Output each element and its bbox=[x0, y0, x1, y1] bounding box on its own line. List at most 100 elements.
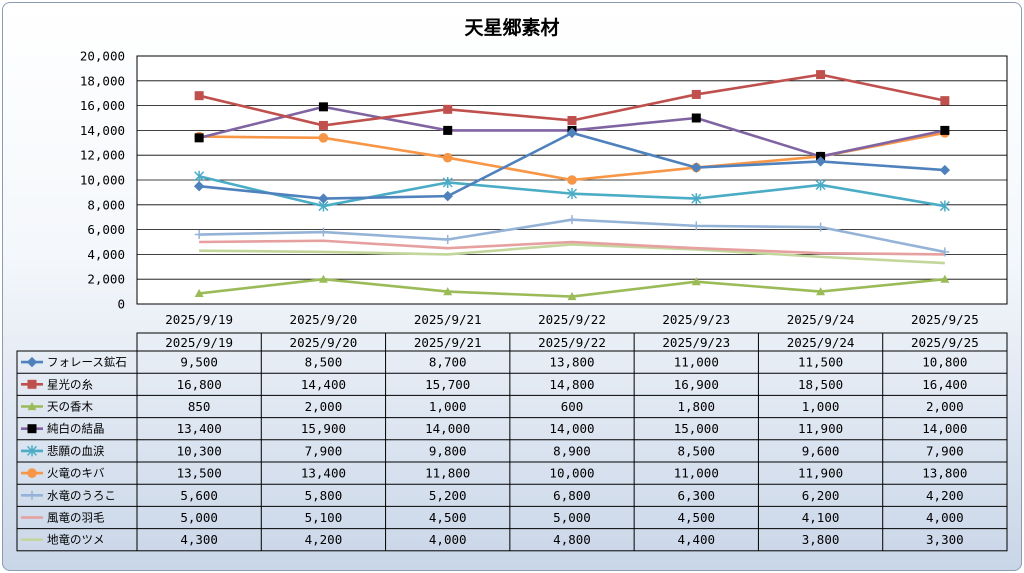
legend-label: 風竜の羽毛 bbox=[47, 511, 105, 525]
legend-key bbox=[21, 490, 43, 500]
marker-diamond bbox=[566, 127, 578, 139]
table-cell: 4,500 bbox=[677, 510, 715, 525]
table-cell: 11,800 bbox=[425, 466, 470, 481]
table-header-cell: 2025/9/25 bbox=[911, 335, 979, 350]
table-cell: 13,400 bbox=[177, 421, 222, 436]
x-tick-label: 2025/9/20 bbox=[290, 312, 358, 327]
table-cell: 8,900 bbox=[553, 443, 591, 458]
table-cell: 1,000 bbox=[802, 399, 840, 414]
table-cell: 13,400 bbox=[301, 466, 346, 481]
table-cell: 14,000 bbox=[425, 421, 470, 436]
marker-square bbox=[691, 113, 701, 123]
marker-diamond bbox=[193, 180, 205, 192]
legend-label: 天の香木 bbox=[47, 400, 93, 414]
legend-label: 地竜のツメ bbox=[47, 533, 105, 547]
marker-square bbox=[443, 104, 453, 114]
x-tick-label: 2025/9/22 bbox=[538, 312, 606, 327]
marker-circle bbox=[318, 133, 329, 143]
marker-square bbox=[27, 424, 37, 434]
table-cell: 6,800 bbox=[553, 488, 591, 503]
marker-star bbox=[26, 445, 38, 457]
marker-square bbox=[567, 115, 577, 125]
marker-plus bbox=[691, 221, 701, 231]
marker-plus bbox=[443, 235, 453, 245]
table-cell: 16,900 bbox=[674, 377, 719, 392]
marker-triangle bbox=[567, 292, 577, 301]
marker-diamond bbox=[939, 164, 951, 176]
x-tick-label: 2025/9/25 bbox=[911, 312, 979, 327]
series-5 bbox=[194, 170, 950, 212]
marker-star bbox=[566, 188, 578, 200]
table-cell: 4,200 bbox=[305, 532, 343, 547]
series-2 bbox=[194, 70, 950, 130]
y-tick-label: 8,000 bbox=[87, 197, 125, 212]
marker-triangle bbox=[816, 287, 826, 296]
marker-diamond bbox=[815, 156, 826, 167]
marker-plus bbox=[567, 215, 577, 225]
marker-square bbox=[940, 96, 950, 106]
marker-diamond bbox=[318, 193, 329, 204]
table-cell: 16,800 bbox=[177, 377, 222, 392]
legend-key bbox=[21, 379, 43, 389]
table-cell: 8,500 bbox=[677, 443, 715, 458]
table-cell: 14,800 bbox=[549, 377, 594, 392]
marker-square bbox=[691, 89, 701, 99]
marker-square bbox=[443, 125, 453, 135]
table-cell: 5,200 bbox=[429, 488, 467, 503]
table-cell: 8,500 bbox=[305, 355, 343, 370]
marker-square bbox=[816, 70, 826, 80]
table-cell: 13,500 bbox=[177, 466, 222, 481]
y-tick-label: 14,000 bbox=[80, 123, 125, 138]
x-tick-label: 2025/9/24 bbox=[787, 312, 855, 327]
legend-key bbox=[21, 445, 43, 457]
legend-label: フォレース鉱石 bbox=[47, 355, 127, 369]
y-tick-label: 6,000 bbox=[87, 222, 125, 237]
table-cell: 600 bbox=[561, 399, 584, 414]
series-line bbox=[199, 239, 945, 256]
series-1 bbox=[193, 127, 951, 204]
table-cell: 15,700 bbox=[425, 377, 470, 392]
marker-diamond bbox=[442, 190, 453, 202]
table-cell: 11,900 bbox=[798, 466, 843, 481]
table-cell: 4,200 bbox=[926, 488, 964, 503]
table-cell: 6,300 bbox=[677, 488, 715, 503]
table-cell: 3,300 bbox=[926, 532, 964, 547]
table-header-cell: 2025/9/22 bbox=[538, 335, 606, 350]
table-header-cell: 2025/9/19 bbox=[165, 335, 233, 350]
legend-label: 火竜のキバ bbox=[47, 466, 105, 480]
marker-plus bbox=[318, 227, 328, 237]
legend-key bbox=[21, 424, 43, 434]
table-cell: 5,800 bbox=[305, 488, 343, 503]
table-cell: 9,500 bbox=[180, 355, 218, 370]
table-cell: 4,800 bbox=[553, 532, 591, 547]
table-cell: 15,000 bbox=[674, 421, 719, 436]
table-cell: 11,500 bbox=[798, 355, 843, 370]
marker-square bbox=[194, 91, 204, 101]
table-cell: 2,000 bbox=[305, 399, 343, 414]
series-8 bbox=[199, 239, 945, 256]
marker-triangle bbox=[691, 277, 701, 286]
table-cell: 5,100 bbox=[305, 510, 343, 525]
chart-svg: 天星郷素材 0 2,000 4,000 6,000 8,000 10,000 12,000 1… bbox=[16, 16, 1008, 552]
marker-triangle bbox=[194, 288, 204, 298]
table-cell: 14,000 bbox=[922, 421, 967, 436]
table-cell: 7,900 bbox=[305, 443, 343, 458]
marker-square bbox=[940, 125, 950, 135]
legend-key bbox=[21, 356, 43, 368]
y-tick-label: 2,000 bbox=[87, 272, 125, 287]
table-cell: 6,200 bbox=[802, 488, 840, 503]
legend-label: 悲願の血涙 bbox=[47, 444, 105, 458]
marker-square bbox=[318, 120, 328, 130]
table-cell: 3,800 bbox=[802, 532, 840, 547]
table-cell: 9,800 bbox=[429, 443, 467, 458]
table-cell: 10,300 bbox=[177, 443, 222, 458]
marker-square bbox=[318, 102, 328, 112]
table-cell: 5,600 bbox=[180, 488, 218, 503]
legend-label: 水竜のうろこ bbox=[47, 488, 116, 502]
table-cell: 18,500 bbox=[798, 377, 843, 392]
table-cell: 5,000 bbox=[180, 510, 218, 525]
y-tick-label: 12,000 bbox=[80, 148, 125, 163]
table-cell: 10,800 bbox=[922, 355, 967, 370]
y-tick-label: 18,000 bbox=[80, 73, 125, 88]
